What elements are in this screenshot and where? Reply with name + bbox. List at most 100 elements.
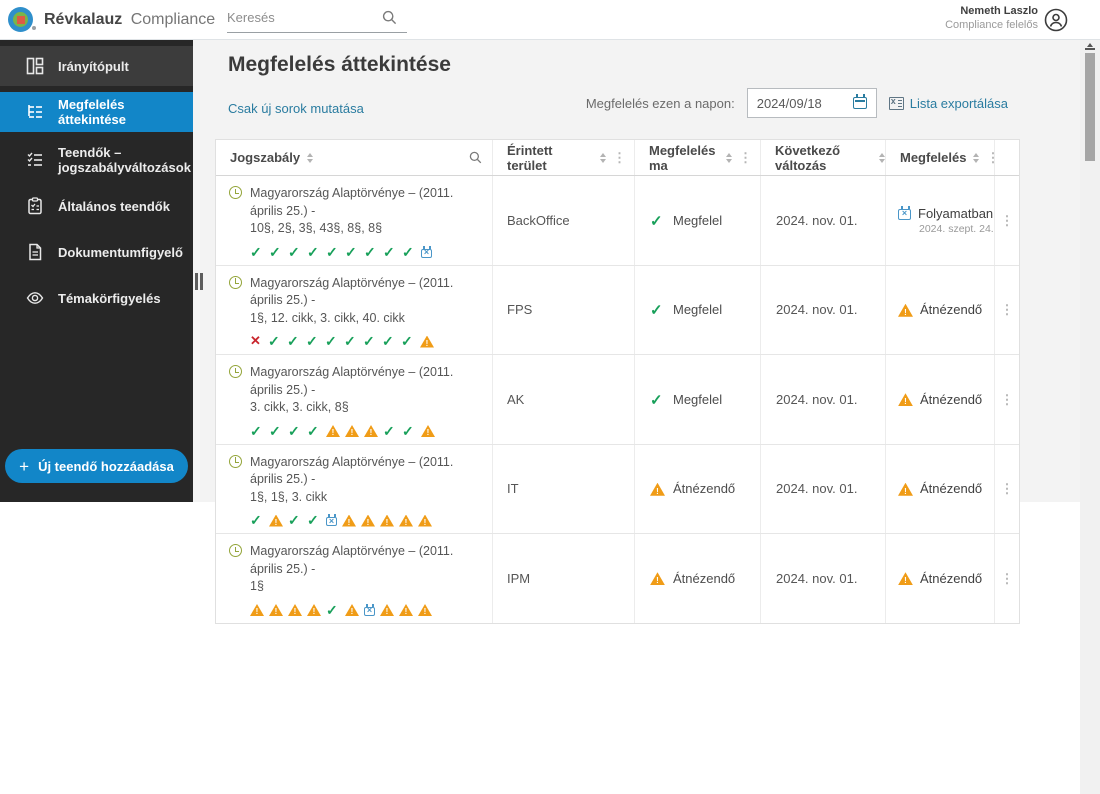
sort-icon[interactable] xyxy=(973,153,979,163)
add-task-button[interactable]: + Új teendő hozzáadása xyxy=(5,449,188,483)
calendar-icon xyxy=(364,603,375,616)
sidebar-item-topic-monitor[interactable]: Témakörfigyelés xyxy=(0,278,193,318)
warning-icon xyxy=(650,572,665,586)
next-change-cell: 2024. nov. 01. xyxy=(761,176,886,265)
check-icon xyxy=(269,423,283,440)
check-icon xyxy=(650,391,665,409)
sidebar-item-document-monitor[interactable]: Dokumentumfigyelő xyxy=(0,232,193,272)
scrollbar-track[interactable] xyxy=(1080,40,1100,794)
sidebar-item-label: Dokumentumfigyelő xyxy=(58,244,183,260)
sort-icon[interactable] xyxy=(879,153,885,163)
avatar[interactable] xyxy=(1044,8,1068,32)
show-only-new-rows-link[interactable]: Csak új sorok mutatása xyxy=(228,101,364,116)
search-input[interactable] xyxy=(227,3,379,31)
warning-icon xyxy=(421,425,435,437)
check-icon xyxy=(268,333,282,350)
table-row[interactable]: Magyarország Alaptörvénye – (2011. ápril… xyxy=(216,534,1019,623)
area-cell: IPM xyxy=(493,534,635,623)
scrollbar-thumb[interactable] xyxy=(1085,53,1095,161)
law-title: Magyarország Alaptörvénye – (2011. ápril… xyxy=(250,543,484,596)
warning-icon xyxy=(361,514,375,527)
warning-icon xyxy=(418,604,432,616)
app-logo-icon[interactable] xyxy=(8,7,33,32)
check-icon xyxy=(326,244,340,261)
dashboard-icon xyxy=(26,57,44,75)
compliance-cell: Átnézendő xyxy=(886,265,995,354)
table-row[interactable]: Magyarország Alaptörvénye – (2011. ápril… xyxy=(216,355,1019,445)
clock-icon xyxy=(229,454,242,468)
law-cell: Magyarország Alaptörvénye – (2011. ápril… xyxy=(216,534,493,623)
sidebar-collapse-handle[interactable] xyxy=(195,273,205,290)
compliance-today-cell: Megfelel xyxy=(635,176,761,265)
check-icon xyxy=(344,333,358,350)
law-title: Magyarország Alaptörvénye – (2011. ápril… xyxy=(250,275,484,328)
calendar-icon[interactable] xyxy=(852,94,867,109)
row-menu-icon[interactable] xyxy=(1001,572,1014,585)
compliance-table: Jogszabály Érintett terület Megfelelés m… xyxy=(215,139,1020,624)
warning-icon xyxy=(399,604,413,616)
warning-icon xyxy=(650,482,665,496)
warning-icon xyxy=(898,303,913,317)
sort-icon[interactable] xyxy=(600,153,606,163)
sidebar-item-compliance-overview[interactable]: Megfelelés áttekintése xyxy=(0,92,193,132)
warning-icon xyxy=(898,572,913,586)
column-menu-icon[interactable] xyxy=(613,151,626,164)
row-menu-icon[interactable] xyxy=(1001,482,1014,495)
export-list-link[interactable]: Lista exportálása xyxy=(888,96,1008,111)
column-header-compliance[interactable]: Megfelelés xyxy=(886,140,995,175)
scroll-up-icon[interactable] xyxy=(1085,43,1095,51)
column-header-next-change[interactable]: Következő változás xyxy=(761,140,886,175)
plus-icon: + xyxy=(19,456,30,476)
row-menu-icon[interactable] xyxy=(1001,303,1014,316)
compliance-today-label: Átnézendő xyxy=(673,481,736,497)
next-change-cell: 2024. nov. 01. xyxy=(761,534,886,623)
column-header-law[interactable]: Jogszabály xyxy=(216,140,493,175)
law-title: Magyarország Alaptörvénye – (2011. ápril… xyxy=(250,364,484,417)
column-menu-icon[interactable] xyxy=(739,151,752,164)
check-icon xyxy=(345,244,359,261)
law-cell: Magyarország Alaptörvénye – (2011. ápril… xyxy=(216,444,493,533)
task-list-icon xyxy=(27,152,42,166)
sort-icon[interactable] xyxy=(726,153,732,163)
sort-icon[interactable] xyxy=(307,153,313,163)
compliance-cell: Folyamatban 2024. szept. 24. xyxy=(886,176,995,265)
law-sections: 1§ xyxy=(250,579,264,593)
compliance-sublabel: 2024. szept. 24. xyxy=(919,222,994,235)
status-icon-strip xyxy=(250,512,484,529)
sidebar-item-dashboard[interactable]: Irányítópult xyxy=(0,46,193,86)
check-icon xyxy=(288,423,302,440)
sidebar-item-general-tasks[interactable]: Általános teendők xyxy=(0,186,193,226)
search-icon[interactable] xyxy=(382,10,397,25)
row-menu-icon[interactable] xyxy=(1001,214,1014,227)
eye-icon xyxy=(26,292,44,304)
warning-icon xyxy=(364,425,378,437)
sidebar-item-law-change-tasks[interactable]: Teendők – jogszabályváltozások xyxy=(0,140,193,180)
column-search-icon[interactable] xyxy=(469,151,482,164)
date-input[interactable]: 2024/09/18 xyxy=(746,88,877,118)
brand: Révkalauz Compliance xyxy=(44,0,215,40)
table-row[interactable]: Magyarország Alaptörvénye – (2011. ápril… xyxy=(216,265,1019,355)
next-change-cell: 2024. nov. 01. xyxy=(761,265,886,354)
check-icon xyxy=(326,602,340,619)
column-header-area[interactable]: Érintett terület xyxy=(493,140,635,175)
warning-icon xyxy=(345,604,359,616)
check-icon xyxy=(402,244,416,261)
sidebar-item-label: Teendők – jogszabályváltozások xyxy=(58,145,191,175)
status-icon-strip xyxy=(250,423,484,440)
next-change-cell: 2024. nov. 01. xyxy=(761,355,886,444)
compliance-today-cell: Átnézendő xyxy=(635,534,761,623)
column-header-compliance-today[interactable]: Megfelelés ma xyxy=(635,140,761,175)
table-row[interactable]: Magyarország Alaptörvénye – (2011. ápril… xyxy=(216,176,1019,266)
row-menu-icon[interactable] xyxy=(1001,393,1014,406)
sidebar-item-label: Megfelelés áttekintése xyxy=(58,97,126,127)
area-cell: BackOffice xyxy=(493,176,635,265)
column-label: Érintett terület xyxy=(507,142,553,173)
status-icon-strip xyxy=(250,602,484,619)
compliance-label: Átnézendő xyxy=(920,391,983,407)
row-actions-cell xyxy=(995,445,1019,534)
table-row[interactable]: Magyarország Alaptörvénye – (2011. ápril… xyxy=(216,444,1019,534)
status-icon-strip xyxy=(250,244,484,261)
check-icon xyxy=(325,333,339,350)
topbar: Révkalauz Compliance Nemeth Laszlo Compl… xyxy=(0,0,1100,40)
column-label: Megfelelés xyxy=(900,150,967,165)
